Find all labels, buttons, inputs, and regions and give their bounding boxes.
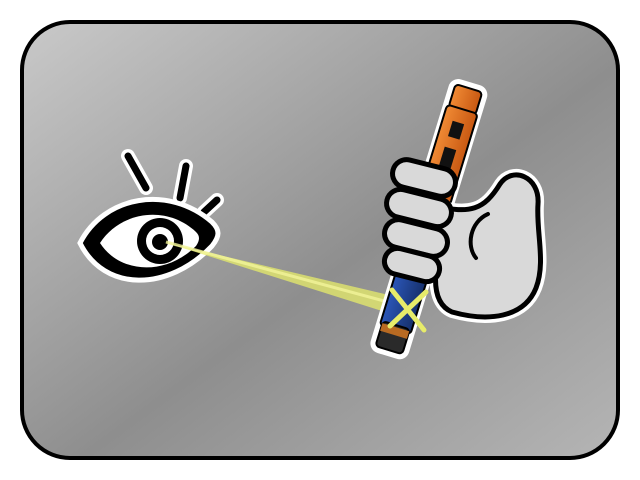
hand-icon [381, 157, 547, 323]
sight-line [164, 240, 411, 318]
eye-icon [77, 149, 224, 283]
cross-mark-icon [387, 287, 429, 333]
